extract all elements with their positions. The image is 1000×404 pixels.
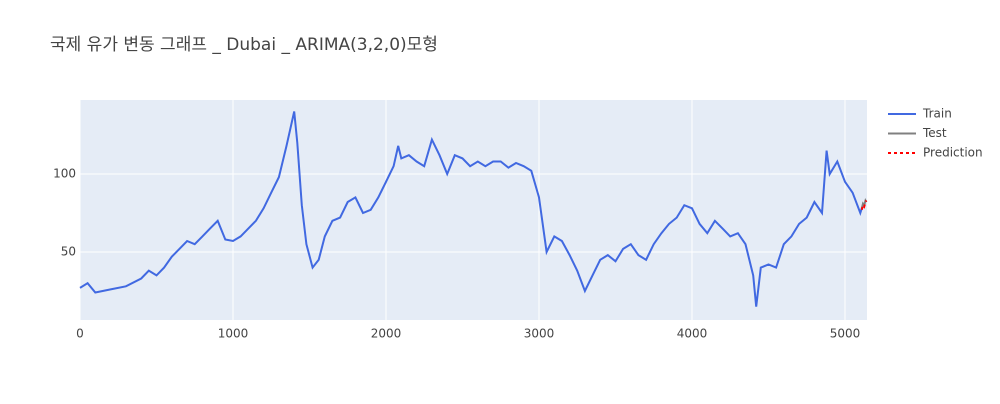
x-tick-label: 1000 [218, 327, 249, 341]
legend-label: Train [922, 107, 952, 121]
plot-area [80, 100, 867, 320]
y-tick-label: 100 [53, 166, 76, 180]
series-line [79, 111, 863, 307]
y-tick-label: 50 [61, 244, 76, 258]
legend-label: Test [922, 126, 947, 140]
series-line [860, 199, 868, 211]
x-tick-label: 4000 [677, 327, 708, 341]
x-tick-label: 3000 [524, 327, 555, 341]
x-tick-label: 5000 [830, 327, 861, 341]
x-tick-label: 2000 [371, 327, 402, 341]
x-tick-label: 0 [76, 327, 84, 341]
legend-label: Prediction [923, 146, 983, 160]
chart-title: 국제 유가 변동 그래프 _ Dubai _ ARIMA(3,2,0)모형 [50, 35, 438, 55]
